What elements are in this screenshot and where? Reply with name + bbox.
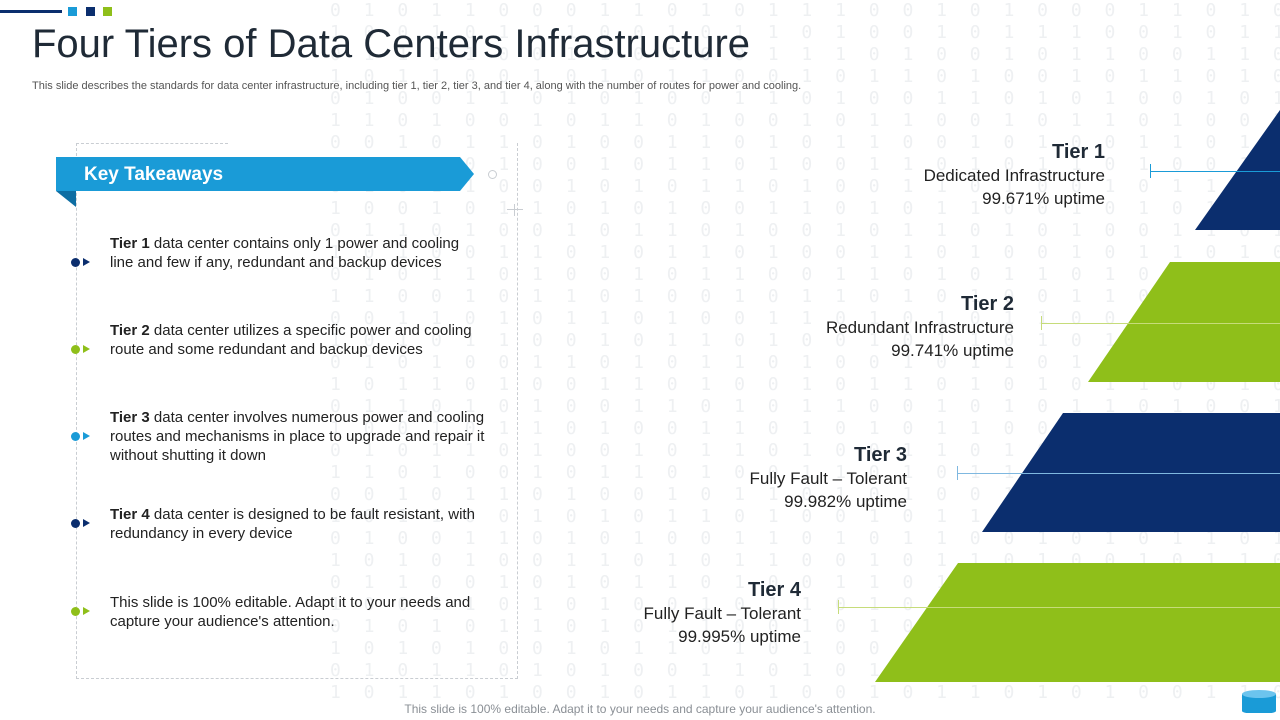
takeaway-item-4-bold: Tier 4 bbox=[110, 506, 150, 523]
bullet-arrowhead bbox=[83, 258, 90, 266]
ribbon-tip bbox=[460, 157, 474, 191]
tier-3-label: Tier 3 Fully Fault – Tolerant 99.982% up… bbox=[750, 443, 907, 513]
tier-3-description: Fully Fault – Tolerant bbox=[749, 469, 907, 488]
takeaway-item-2-text: data center utilizes a specific power an… bbox=[110, 322, 472, 358]
tier-1-connector bbox=[1151, 171, 1280, 172]
ribbon-end-circle bbox=[488, 170, 497, 179]
takeaway-item-3-text: data center involves numerous power and … bbox=[110, 409, 485, 464]
takeaway-item-1-text: data center contains only 1 power and co… bbox=[110, 235, 460, 271]
tier-2-connector-cap bbox=[1041, 316, 1042, 330]
panel-top-border bbox=[76, 143, 228, 144]
bullet-dot bbox=[71, 432, 80, 441]
bullet-arrow-icon bbox=[71, 344, 95, 354]
bullet-arrow-icon bbox=[71, 518, 95, 528]
slide-footer: This slide is 100% editable. Adapt it to… bbox=[404, 702, 876, 716]
tier-2-uptime: 99.741% uptime bbox=[891, 341, 1014, 360]
takeaway-item-2: Tier 2 data center utilizes a specific p… bbox=[110, 321, 485, 359]
bullet-arrow-icon bbox=[71, 257, 95, 267]
database-icon bbox=[1242, 690, 1276, 713]
ribbon-fold bbox=[56, 191, 76, 207]
bullet-dot bbox=[71, 345, 80, 354]
tier-1-name: Tier 1 bbox=[1052, 141, 1105, 163]
accent-square-green bbox=[103, 7, 112, 16]
tier-2-connector bbox=[1042, 323, 1280, 324]
bullet-dot bbox=[71, 607, 80, 616]
slide-title: Four Tiers of Data Centers Infrastructur… bbox=[32, 22, 751, 66]
takeaway-item-3-bold: Tier 3 bbox=[110, 409, 150, 426]
bullet-arrowhead bbox=[83, 519, 90, 527]
takeaway-item-1: Tier 1 data center contains only 1 power… bbox=[110, 234, 485, 272]
takeaway-item-5-text: This slide is 100% editable. Adapt it to… bbox=[110, 594, 471, 630]
top-accent-line bbox=[0, 10, 62, 13]
tier-2-shape bbox=[1088, 262, 1280, 382]
takeaway-item-1-bold: Tier 1 bbox=[110, 235, 150, 252]
tier-1-connector-cap bbox=[1150, 164, 1151, 178]
bullet-dot bbox=[71, 258, 80, 267]
tier-1-uptime: 99.671% uptime bbox=[982, 189, 1105, 208]
takeaways-panel bbox=[76, 143, 518, 679]
tier-2-description: Redundant Infrastructure bbox=[825, 318, 1014, 337]
tier-4-label: Tier 4 Fully Fault – Tolerant 99.995% up… bbox=[644, 578, 801, 648]
tier-4-connector bbox=[839, 607, 1280, 608]
panel-tick-v bbox=[514, 204, 515, 216]
bullet-arrowhead bbox=[83, 345, 90, 353]
tier-3-uptime: 99.982% uptime bbox=[784, 492, 907, 511]
tier-4-connector-cap bbox=[838, 600, 839, 614]
bullet-arrowhead bbox=[83, 432, 90, 440]
takeaway-item-3: Tier 3 data center involves numerous pow… bbox=[110, 408, 485, 465]
tier-4-uptime: 99.995% uptime bbox=[678, 627, 801, 646]
tier-3-connector bbox=[958, 473, 1280, 474]
bullet-arrowhead bbox=[83, 607, 90, 615]
accent-square-blue bbox=[68, 7, 77, 16]
tier-3-name: Tier 3 bbox=[854, 444, 907, 466]
bullet-arrow-icon bbox=[71, 431, 95, 441]
bullet-arrow-icon bbox=[71, 606, 95, 616]
tier-1-label: Tier 1 Dedicated Infrastructure 99.671% … bbox=[924, 140, 1105, 210]
takeaway-item-4: Tier 4 data center is designed to be fau… bbox=[110, 505, 485, 543]
bullet-dot bbox=[71, 519, 80, 528]
tier-2-name: Tier 2 bbox=[961, 293, 1014, 315]
tier-4-description: Fully Fault – Tolerant bbox=[643, 604, 801, 623]
tier-2-label: Tier 2 Redundant Infrastructure 99.741% … bbox=[826, 292, 1014, 362]
takeaway-item-2-bold: Tier 2 bbox=[110, 322, 150, 339]
takeaway-item-4-text: data center is designed to be fault resi… bbox=[110, 506, 475, 542]
panel-tick-h bbox=[507, 209, 523, 210]
tier-1-shape bbox=[1195, 110, 1280, 230]
accent-square-navy bbox=[86, 7, 95, 16]
tier-4-name: Tier 4 bbox=[748, 579, 801, 601]
slide-subtitle: This slide describes the standards for d… bbox=[32, 80, 802, 92]
tier-4-shape bbox=[875, 563, 1280, 682]
takeaways-heading: Key Takeaways bbox=[84, 164, 224, 185]
ribbon-body bbox=[56, 157, 460, 191]
tier-3-connector-cap bbox=[957, 466, 958, 480]
takeaways-ribbon bbox=[56, 157, 476, 191]
tier-1-description: Dedicated Infrastructure bbox=[923, 166, 1105, 185]
takeaway-item-5: This slide is 100% editable. Adapt it to… bbox=[110, 593, 485, 631]
